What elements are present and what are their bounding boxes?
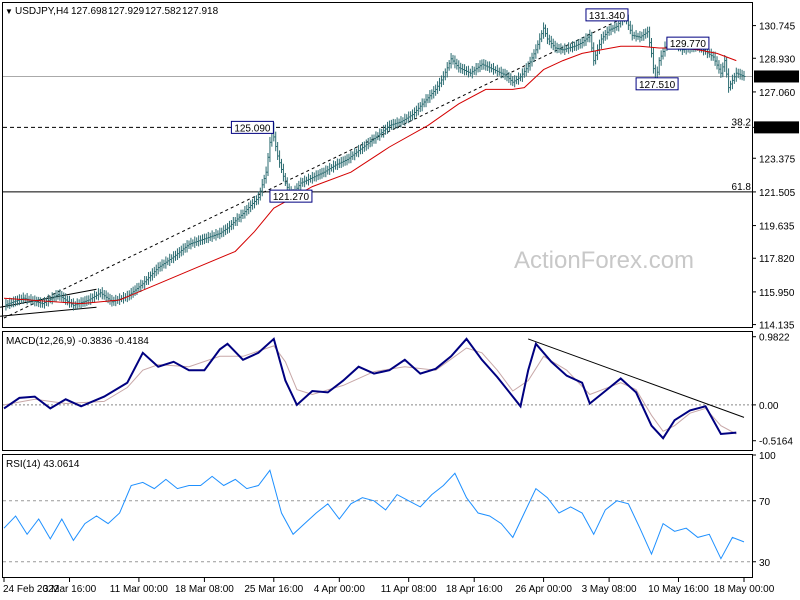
price-label: 127.510 [639, 80, 676, 91]
x-tick-label: 10 May 16:00 [648, 584, 709, 595]
symbol-title: USDJPY,H4 [15, 6, 69, 17]
macd-line [3, 337, 737, 440]
y-tick-label: 117.820 [759, 254, 795, 265]
macd-y-tick-label: 0.9822 [759, 333, 790, 344]
price-label-box [230, 120, 274, 134]
y-tick-label: 127.060 [759, 88, 796, 99]
rsi-panel[interactable] [2, 454, 753, 578]
x-tick-label: 18 Mar 08:00 [175, 584, 234, 595]
fib-level-label: 38.2 [732, 117, 752, 128]
price-label-box [585, 8, 629, 22]
x-tick-label: 3 May 08:00 [582, 584, 637, 595]
chart-header: ▼ USDJPY,H4 127.698 127.929 127.582 127.… [5, 6, 219, 17]
price-label: 121.270 [273, 192, 310, 203]
price-label-box [635, 77, 679, 91]
price-label: 131.340 [589, 11, 626, 22]
price-label: 129.770 [670, 39, 707, 50]
rsi-label: RSI(14) 43.0614 [6, 459, 80, 470]
rsi-y-tick-label: 30 [759, 558, 771, 569]
price-label: 125.090 [234, 123, 271, 134]
price-label-box [666, 36, 710, 50]
macd-signal-line [3, 345, 737, 435]
x-tick-label: 11 Mar 00:00 [110, 584, 169, 595]
y-tick-label: 123.375 [759, 154, 796, 165]
macd-trendline [527, 338, 745, 418]
price-tag: 127.918 [758, 72, 795, 83]
macd-panel[interactable] [2, 331, 753, 451]
x-tick-label: 3 Mar 16:00 [43, 584, 97, 595]
rsi-line [3, 469, 745, 560]
x-tick-label: 25 Mar 16:00 [244, 584, 303, 595]
ohlc-low: 127.582 [145, 6, 182, 17]
x-tick-label: 26 Apr 00:00 [515, 584, 572, 595]
rsi-y-tick-label: 100 [759, 451, 776, 462]
y-tick-label: 114.135 [759, 321, 795, 332]
price-tag: 125.090 [758, 123, 795, 134]
x-tick-label: 11 Apr 08:00 [381, 584, 437, 595]
y-tick-label: 121.505 [759, 188, 796, 199]
macd-plot [3, 337, 752, 440]
ohlc-close: 127.918 [182, 6, 219, 17]
x-tick-label: 18 Apr 16:00 [446, 584, 503, 595]
price-tag-box [754, 121, 799, 134]
y-tick-label: 115.950 [759, 288, 795, 299]
ohlc-open: 127.698 [71, 6, 108, 17]
price-label-box [269, 189, 313, 203]
fib-level-label: 61.8 [732, 182, 752, 193]
macd-label: MACD(12,26,9) -0.3836 -0.4184 [6, 336, 149, 347]
trendline [3, 16, 625, 319]
dropdown-caret-icon[interactable]: ▼ [5, 7, 13, 16]
watermark: ActionForex.com [514, 247, 694, 274]
rsi-plot [3, 469, 752, 563]
x-tick-label: 24 Feb 2022 [3, 584, 60, 595]
macd-y-tick-label: -0.5164 [759, 437, 793, 448]
main-plot: 38.2 61.8 131.340 129.770 127.510 125.090 121.… [0, 8, 752, 319]
y-tick-label: 119.635 [759, 222, 795, 233]
y-tick-label: 130.745 [759, 22, 796, 33]
main-panel[interactable] [2, 2, 753, 328]
ohlc-high: 127.929 [108, 6, 145, 17]
y-tick-label: 128.930 [759, 54, 796, 65]
rsi-y-tick-label: 70 [759, 497, 771, 508]
macd-y-tick-label: 0.00 [759, 401, 779, 412]
x-tick-label: 18 May 00:00 [714, 584, 775, 595]
price-tag-box [754, 70, 799, 83]
moving-average-line [3, 45, 737, 305]
x-tick-label: 4 Apr 00:00 [314, 584, 366, 595]
axes: 130.745 128.930 127.060 125.090 123.375 121.5… [3, 22, 799, 595]
trendline [0, 306, 97, 317]
